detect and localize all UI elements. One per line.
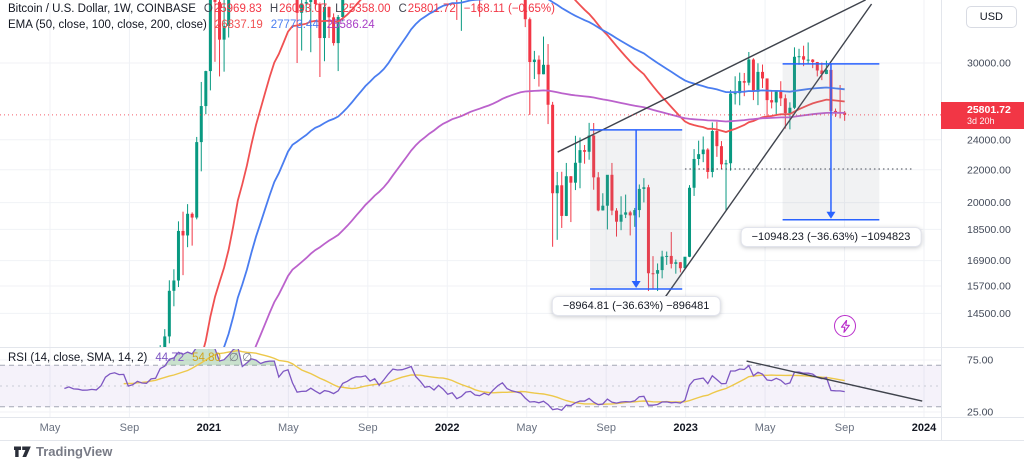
trendline-1[interactable] bbox=[557, 0, 866, 153]
trendline-2[interactable] bbox=[656, 3, 873, 309]
last-price-label: 25801.72 3d 20h bbox=[941, 102, 1024, 129]
drawings-layer[interactable] bbox=[557, 0, 914, 309]
currency-usd-button[interactable]: USD bbox=[965, 6, 1017, 28]
price-range-measurement-1[interactable] bbox=[590, 129, 683, 290]
svg-text:2024: 2024 bbox=[912, 422, 937, 434]
svg-text:May: May bbox=[278, 422, 299, 434]
svg-text:24000.00: 24000.00 bbox=[967, 134, 1011, 146]
svg-text:2023: 2023 bbox=[673, 422, 697, 434]
price-axis[interactable]: 30000.00 24000.00 22000.00 20000.00 18500.00… bbox=[967, 57, 1011, 418]
last-price-value: 25801.72 bbox=[967, 104, 1011, 116]
svg-text:May: May bbox=[40, 422, 61, 434]
svg-text:Sep: Sep bbox=[120, 422, 140, 434]
svg-text:14500.00: 14500.00 bbox=[967, 308, 1011, 320]
rsi-band bbox=[0, 364, 941, 408]
svg-text:2021: 2021 bbox=[197, 422, 221, 434]
tradingview-watermark-text: TradingView bbox=[36, 444, 113, 459]
ema50-line[interactable] bbox=[1, 0, 845, 468]
bar-countdown: 3d 20h bbox=[967, 116, 995, 126]
svg-text:2022: 2022 bbox=[435, 422, 459, 434]
svg-text:Sep: Sep bbox=[835, 422, 855, 434]
svg-text:May: May bbox=[516, 422, 537, 434]
grid bbox=[0, 0, 941, 417]
tradingview-logo-icon bbox=[14, 446, 31, 457]
rsi-ma-line bbox=[123, 349, 845, 406]
measurement-label-2022[interactable]: −8964.81 (−36.63%) −896481 bbox=[551, 296, 721, 317]
price-range-measurement-2[interactable] bbox=[782, 63, 880, 221]
lightning-glyph bbox=[840, 319, 850, 333]
svg-text:Sep: Sep bbox=[358, 422, 378, 434]
lightning-icon[interactable] bbox=[834, 315, 856, 337]
svg-text:22000.00: 22000.00 bbox=[967, 164, 1011, 176]
svg-text:75.00: 75.00 bbox=[967, 355, 993, 367]
svg-text:16900.00: 16900.00 bbox=[967, 255, 1011, 267]
pane-separators bbox=[0, 0, 1024, 441]
svg-text:25.00: 25.00 bbox=[967, 407, 993, 419]
svg-text:15700.00: 15700.00 bbox=[967, 280, 1011, 292]
measurement-label-2023[interactable]: −10948.23 (−36.63%) −1094823 bbox=[740, 226, 922, 247]
ema200-line[interactable] bbox=[1, 89, 845, 468]
svg-text:May: May bbox=[755, 422, 776, 434]
svg-text:18500.00: 18500.00 bbox=[967, 224, 1011, 236]
time-axis[interactable]: May Sep 2021 May Sep 2022 May Sep 2023 May Sep 2024 bbox=[40, 422, 938, 434]
ema100-line[interactable] bbox=[1, 0, 845, 468]
rsi-trendline[interactable] bbox=[746, 360, 923, 402]
rsi-line bbox=[64, 349, 845, 411]
svg-text:20000.00: 20000.00 bbox=[967, 197, 1011, 209]
tradingview-watermark[interactable]: TradingView bbox=[14, 444, 112, 459]
rsi-layer[interactable] bbox=[64, 340, 923, 411]
svg-text:30000.00: 30000.00 bbox=[967, 57, 1011, 69]
svg-text:Sep: Sep bbox=[596, 422, 616, 434]
